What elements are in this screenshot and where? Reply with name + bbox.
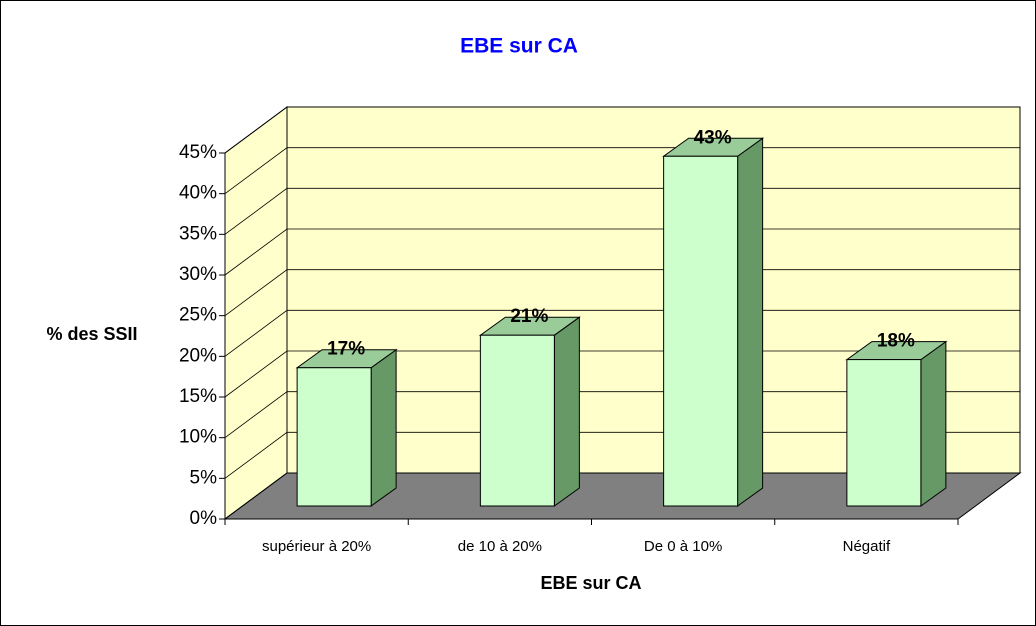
y-tick-label: 20% [179, 345, 217, 366]
grid-line [224, 472, 1020, 520]
bar [663, 155, 739, 507]
grid-line [224, 309, 1020, 357]
x-axis-label: EBE sur CA [540, 573, 641, 593]
data-label: 21% [510, 306, 548, 327]
grid-line [224, 350, 1020, 398]
grid-line [224, 228, 1020, 276]
grid-line [224, 431, 1020, 479]
grid-line [224, 269, 1020, 316]
data-label: 18% [877, 331, 915, 352]
y-tick-label: 15% [179, 386, 217, 407]
chart-title: EBE sur CA [460, 35, 578, 58]
grid-line [224, 187, 1020, 235]
data-label: 17% [327, 339, 365, 360]
bar-side [920, 340, 947, 507]
grid-line [224, 391, 1020, 438]
x-tick-label: de 10 à 20% [458, 538, 542, 555]
y-axis-label: % des SSII [46, 324, 137, 344]
y-tick-label: 10% [179, 427, 217, 448]
data-label: 43% [694, 127, 732, 148]
y-tick-label: 25% [179, 305, 217, 326]
bar [296, 367, 372, 507]
y-tick-label: 5% [190, 467, 218, 488]
bar [479, 334, 555, 507]
y-tick-label: 45% [179, 142, 217, 163]
grid-line [224, 106, 1020, 154]
bar-side [370, 348, 397, 507]
y-tick-label: 0% [190, 508, 218, 529]
bar-side [737, 137, 764, 507]
grid-line [224, 147, 1020, 194]
x-tick-label: De 0 à 10% [644, 538, 722, 555]
bar [846, 359, 922, 507]
x-tick-label: supérieur à 20% [262, 538, 371, 555]
y-tick-label: 40% [179, 183, 217, 204]
side-wall [224, 106, 288, 520]
x-tick-label: Négatif [843, 538, 891, 555]
bar-side [553, 316, 580, 507]
y-tick-label: 35% [179, 223, 217, 244]
y-tick-label: 30% [179, 264, 217, 285]
